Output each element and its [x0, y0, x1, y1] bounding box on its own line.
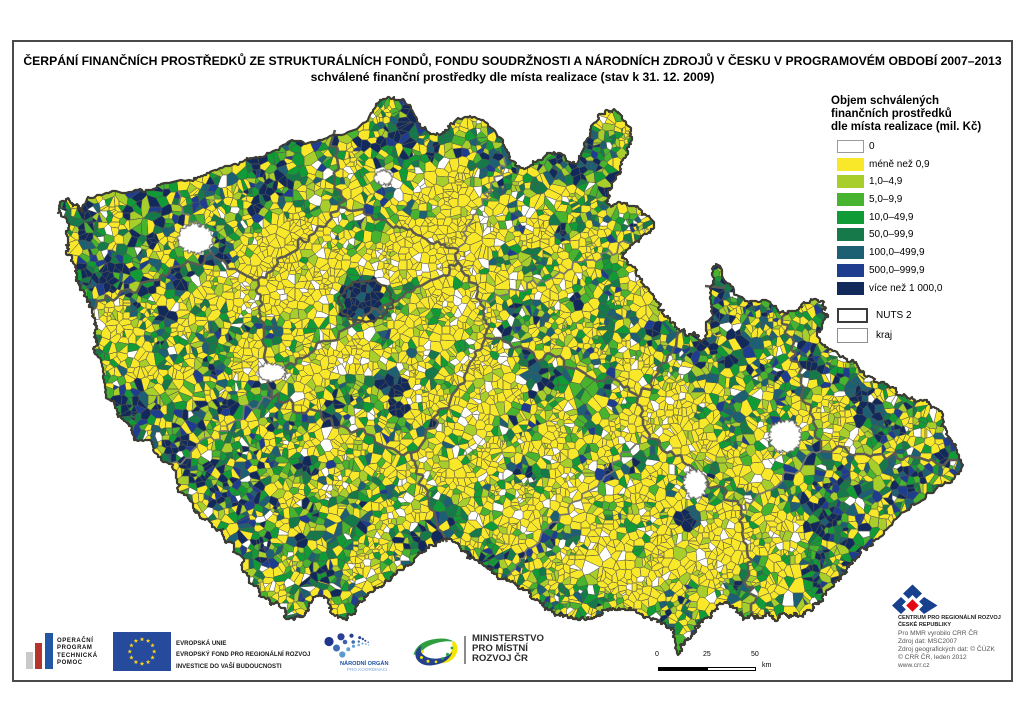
- svg-text:PRO KOORDINACI: PRO KOORDINACI: [347, 667, 387, 672]
- svg-text:NÁRODNÍ ORGÁN: NÁRODNÍ ORGÁN: [340, 659, 388, 667]
